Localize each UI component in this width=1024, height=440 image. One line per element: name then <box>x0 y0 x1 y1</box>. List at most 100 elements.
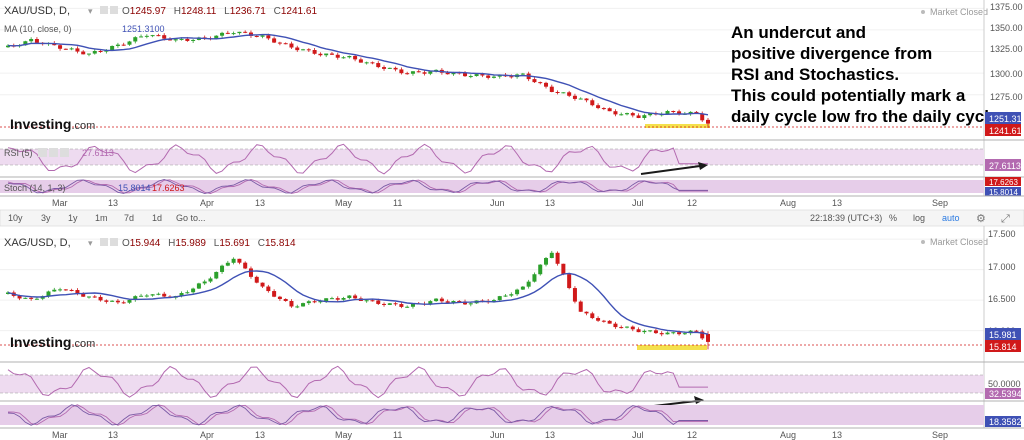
silver-close-tag <box>985 340 1021 352</box>
silver-rsi-tag-label: 32.5394 <box>989 389 1022 399</box>
gold-stoch-k-value: 15.8014 <box>118 183 151 193</box>
candle-body <box>636 115 641 118</box>
candle-body <box>156 293 161 295</box>
candle-body <box>237 258 242 263</box>
chevron-down-icon[interactable]: ▾ <box>88 6 93 16</box>
silver-ma-tag-label: 15.981 <box>989 330 1017 340</box>
candle-body <box>104 300 109 302</box>
range-1d-button[interactable]: 1d <box>152 213 162 223</box>
candle-body <box>86 296 91 298</box>
range-3y-button[interactable]: 3y <box>41 213 51 223</box>
candle-body <box>162 35 167 39</box>
expand-icon[interactable]: ⤢ <box>1001 213 1010 225</box>
candle-body <box>353 56 358 60</box>
time-label: Apr <box>200 430 214 440</box>
gold-close-tag-label: 1241.61 <box>989 126 1022 136</box>
silver-stoch-d-line <box>7 404 708 426</box>
candle-body <box>272 38 277 43</box>
silver-stoch-tag <box>985 416 1021 427</box>
indicator-more-icon[interactable] <box>60 148 69 157</box>
log-toggle[interactable]: log <box>913 213 925 223</box>
gold-tick: 1325.00 <box>990 44 1023 54</box>
gold-rsi-arrowhead <box>698 162 708 170</box>
candle-body <box>335 298 340 300</box>
silver-rsi-arrowhead <box>694 396 704 404</box>
clock-readout[interactable]: 22:18:39 (UTC+3) <box>810 213 882 223</box>
candle-body <box>231 33 236 35</box>
candle-body <box>416 71 421 73</box>
gold-symbol[interactable]: XAU/USD, D, <box>4 5 70 17</box>
candle-body <box>329 298 334 300</box>
candle-body <box>75 48 80 52</box>
silver-gridlines <box>0 238 984 332</box>
range-10y-button[interactable]: 10y <box>8 213 23 223</box>
candle-body <box>682 333 687 335</box>
lock-icon[interactable] <box>100 238 108 246</box>
time-label: 13 <box>255 198 265 208</box>
silver-undercut-highlight <box>637 345 707 350</box>
time-label: May <box>335 430 353 440</box>
candle-body <box>636 329 641 333</box>
candle-body <box>58 289 63 291</box>
time-label: 11 <box>393 430 402 440</box>
gold-rsi-band <box>0 149 984 165</box>
candle-body <box>214 35 219 39</box>
gold-time-axis: Mar 13 Apr 13 May 11 Jun 13 Jul 12 Aug 1… <box>52 198 948 208</box>
candle-body <box>584 311 589 314</box>
gold-gridlines <box>0 7 984 96</box>
settings-icon[interactable] <box>110 6 118 14</box>
candle-body <box>202 281 207 284</box>
time-label: 13 <box>545 198 555 208</box>
candle-body <box>139 295 144 297</box>
candle-body <box>144 295 149 297</box>
candle-body <box>133 296 138 300</box>
candle-body <box>63 289 68 291</box>
candle-body <box>353 295 358 299</box>
goto-button[interactable]: Go to... <box>176 213 206 223</box>
candle-body <box>86 53 91 55</box>
candle-body <box>272 291 277 297</box>
candle-body <box>139 36 144 38</box>
candle-body <box>387 303 392 305</box>
indicator-close-icon[interactable] <box>49 148 58 157</box>
candle-body <box>277 42 282 44</box>
candle-body <box>630 326 635 330</box>
gold-ma-label[interactable]: MA (10, close, 0) <box>4 24 72 34</box>
candle-body <box>399 69 404 74</box>
range-7d-button[interactable]: 7d <box>124 213 134 223</box>
gold-stoch-d-value: 17.6263 <box>152 183 185 193</box>
candle-body <box>150 35 155 37</box>
silver-stoch-band <box>0 405 984 425</box>
candle-body <box>578 301 583 312</box>
candle-body <box>538 264 543 275</box>
gold-tick: 1350.00 <box>990 23 1023 33</box>
silver-symbol[interactable]: XAG/USD, D, <box>4 237 71 249</box>
gold-undercut-highlight <box>645 124 710 128</box>
candle-body <box>387 67 392 69</box>
candle-body <box>677 332 682 335</box>
candle-body <box>538 82 543 84</box>
indicator-settings-icon[interactable] <box>38 148 47 157</box>
candle-body <box>642 330 647 333</box>
time-label: 13 <box>108 198 118 208</box>
candle-body <box>162 293 167 297</box>
candle-body <box>133 37 138 42</box>
percent-toggle[interactable]: % <box>889 213 897 223</box>
candle-body <box>370 62 375 64</box>
candle-body <box>121 302 126 304</box>
gold-rsi-label[interactable]: RSI (5) <box>4 148 33 158</box>
time-label: 13 <box>832 430 842 440</box>
chevron-down-icon[interactable]: ▾ <box>88 238 93 248</box>
time-label: 11 <box>393 198 402 208</box>
candle-body <box>156 35 161 37</box>
range-1y-button[interactable]: 1y <box>68 213 78 223</box>
range-1m-button[interactable]: 1m <box>95 213 108 223</box>
lock-icon[interactable] <box>100 6 108 14</box>
gear-icon[interactable]: ⚙ <box>976 213 986 225</box>
settings-icon[interactable] <box>110 238 118 246</box>
gold-price-ticks: 1375.00 1350.00 1325.00 1300.00 1275.00 <box>990 2 1023 102</box>
gold-stoch-label[interactable]: Stoch (14, 1, 3) <box>4 183 66 193</box>
auto-toggle[interactable]: auto <box>942 213 960 223</box>
candle-body <box>607 320 612 324</box>
candle-body <box>700 331 705 339</box>
